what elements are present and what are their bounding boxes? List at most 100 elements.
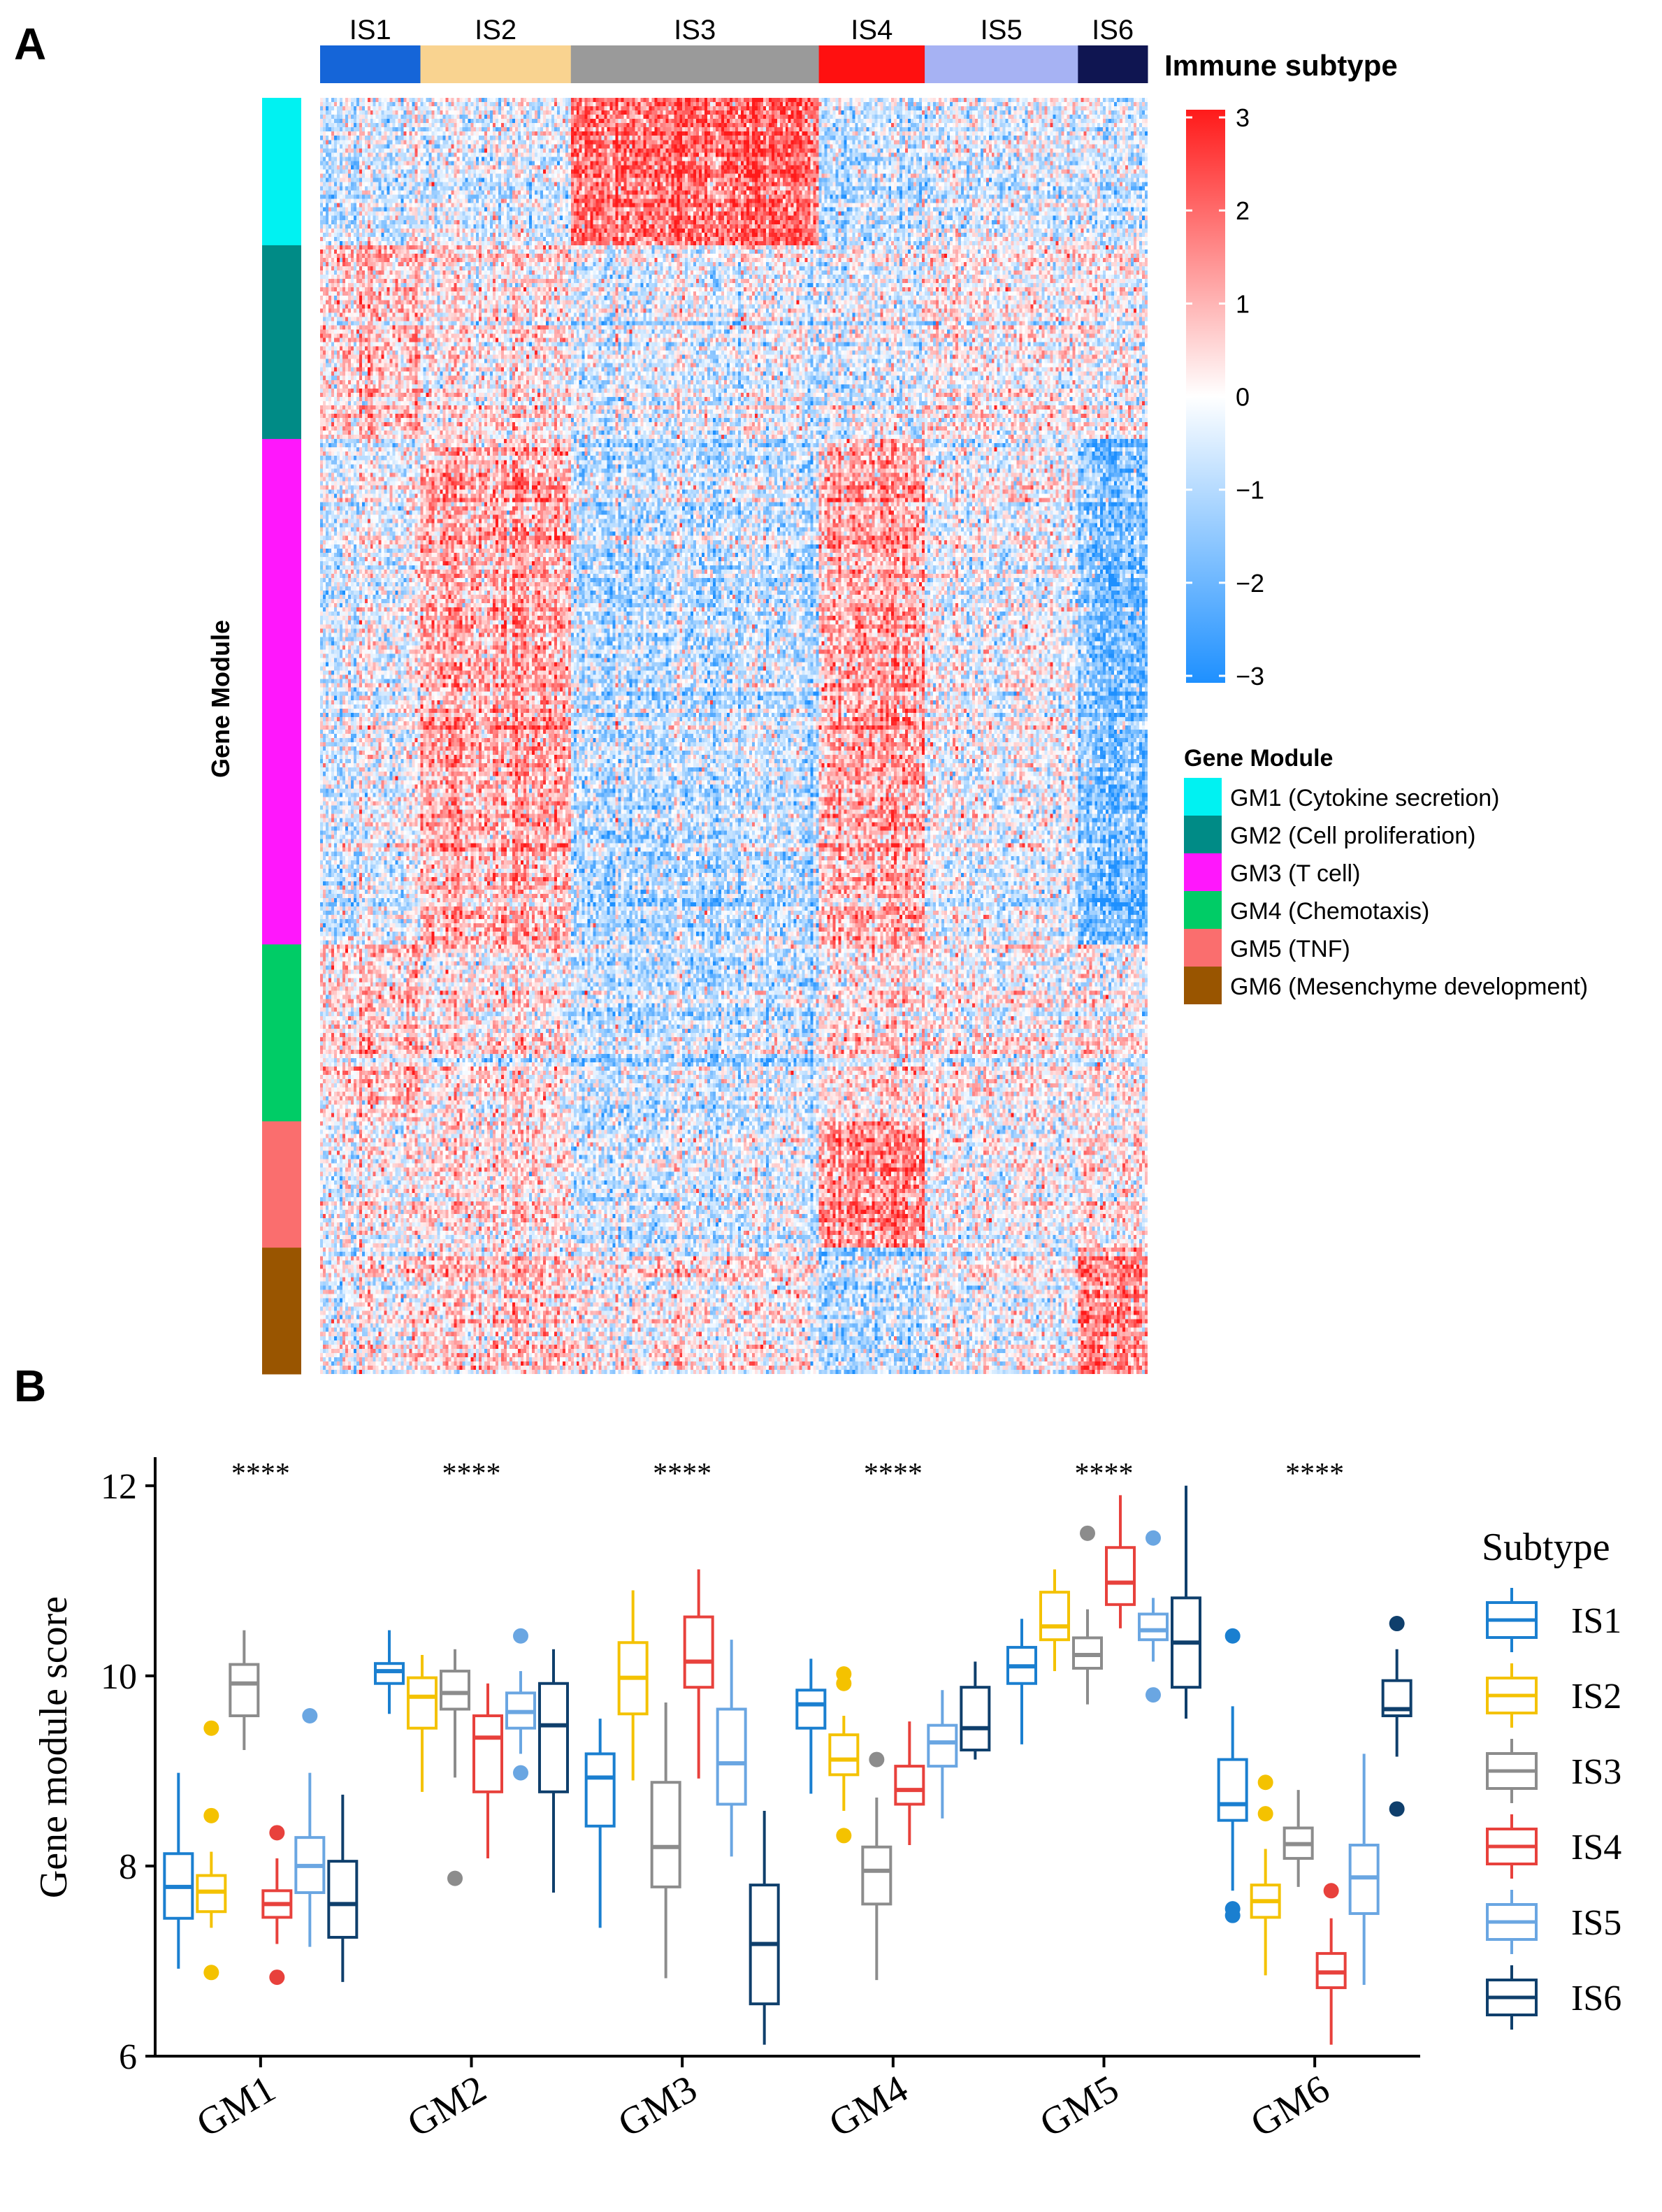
significance-label-gm3: ****	[653, 1458, 711, 1490]
series-is1	[163, 1619, 1248, 1969]
box-is1-gm3	[584, 1719, 616, 1928]
box-is5-gm5	[1138, 1530, 1169, 1703]
series-is4	[261, 1495, 1347, 2045]
color-scale-tick-label: 0	[1236, 383, 1250, 412]
outlier-point	[1257, 1774, 1273, 1791]
subtype-legend-item-is4: IS4	[1486, 1814, 1621, 1879]
color-scale-tick-label: −1	[1236, 476, 1264, 505]
panel-b-label: B	[14, 1361, 46, 1411]
y-tick-label: 12	[101, 1467, 137, 1507]
box-is5-gm3	[716, 1640, 747, 1857]
box-is2-gm1	[196, 1720, 227, 1981]
outlier-point	[269, 1969, 285, 1986]
subtype-legend-title: Subtype	[1482, 1526, 1610, 1569]
series-is3	[229, 1525, 1314, 1981]
box-is2-gm4	[828, 1666, 860, 1844]
subtype-segment-is6	[1078, 45, 1148, 83]
box-iqr	[716, 1707, 747, 1806]
module-legend-label-gm1: GM1 (Cytokine secretion)	[1230, 785, 1499, 811]
box-is1-gm5	[1006, 1619, 1037, 1744]
box-iqr	[683, 1615, 714, 1689]
box-is2-gm5	[1039, 1569, 1070, 1672]
box-iqr	[472, 1714, 503, 1793]
color-scale-tick-label: 1	[1236, 289, 1250, 318]
outlier-point	[203, 1965, 219, 1981]
box-is3-gm3	[650, 1702, 681, 1979]
box-iqr	[828, 1733, 860, 1777]
heatmap-matrix	[320, 98, 1148, 1374]
box-iqr	[1138, 1612, 1169, 1642]
color-scale-tick-label: 2	[1236, 196, 1250, 225]
box-iqr	[1105, 1546, 1136, 1606]
gene-module-bar	[262, 98, 301, 1375]
box-iqr	[538, 1682, 569, 1793]
y-tick-label: 6	[119, 2037, 137, 2077]
outlier-point	[513, 1628, 528, 1644]
box-iqr	[407, 1676, 438, 1730]
outlier-point	[1224, 1907, 1241, 1923]
outlier-point	[1257, 1806, 1273, 1822]
module-legend-swatch-gm2	[1184, 816, 1222, 853]
box-iqr	[374, 1662, 405, 1685]
subtype-label-is1: IS1	[349, 15, 391, 45]
box-is3-gm6	[1282, 1790, 1314, 1887]
box-iqr	[960, 1686, 991, 1751]
outlier-point	[203, 1720, 219, 1736]
module-segment-gm5	[262, 1121, 301, 1248]
module-legend-label-gm6: GM6 (Mesenchyme development)	[1230, 974, 1588, 1000]
subtype-legend-item-is1: IS1	[1486, 1588, 1621, 1652]
subtype-segment-is4	[818, 45, 925, 83]
outlier-point	[1080, 1525, 1095, 1541]
gene-module-legend: Gene Module GM1 (Cytokine secretion) GM2 …	[1184, 745, 1588, 1004]
outlier-point	[1146, 1530, 1161, 1546]
module-segment-gm6	[262, 1248, 301, 1375]
immune-subtype-labels: IS1 IS2 IS3 IS4 IS5 IS6	[349, 15, 1134, 45]
box-is2-gm6	[1250, 1774, 1281, 1976]
box-is3-gm1	[229, 1630, 260, 1750]
box-iqr	[650, 1781, 681, 1888]
significance-label-gm4: ****	[864, 1458, 923, 1490]
box-is1-gm6	[1217, 1628, 1248, 1923]
outlier-point	[1224, 1628, 1241, 1644]
box-is4-gm1	[261, 1825, 293, 1986]
module-legend-label-gm4: GM4 (Chemotaxis)	[1230, 898, 1429, 925]
outlier-point	[1323, 1883, 1339, 1899]
significance-label-gm1: ****	[231, 1458, 290, 1490]
module-segment-gm2	[262, 245, 301, 440]
subtype-legend-label-is5: IS5	[1571, 1903, 1621, 1943]
box-is6-gm4	[960, 1661, 991, 1760]
module-legend-swatch-gm4	[1184, 891, 1222, 929]
box-is5-gm2	[505, 1628, 536, 1781]
outlier-point	[836, 1675, 852, 1691]
panel-a-label: A	[14, 19, 46, 69]
outlier-point	[302, 1708, 318, 1724]
immune-subtype-title: Immune subtype	[1164, 49, 1398, 82]
module-legend-label-gm5: GM5 (TNF)	[1230, 936, 1350, 962]
outlier-point	[269, 1825, 285, 1841]
box-is5-gm4	[927, 1690, 958, 1819]
box-is3-gm4	[861, 1751, 893, 1981]
subtype-legend: Subtype IS1 IS2 IS3 IS4 IS5 IS6	[1482, 1526, 1621, 2030]
module-legend-label-gm3: GM3 (T cell)	[1230, 860, 1360, 887]
box-is5-gm6	[1348, 1754, 1380, 1985]
module-segment-gm3	[262, 439, 301, 945]
gene-module-legend-title: Gene Module	[1184, 745, 1333, 772]
box-iqr	[1039, 1591, 1070, 1642]
series-is2	[196, 1569, 1281, 1981]
box-is6-gm5	[1171, 1485, 1201, 1719]
box-iqr	[894, 1765, 925, 1806]
series-is6	[327, 1485, 1412, 2045]
box-is6-gm6	[1381, 1616, 1412, 1817]
immune-subtype-bar	[320, 45, 1148, 83]
box-is6-gm1	[327, 1794, 359, 1982]
y-tick-label: 10	[101, 1657, 137, 1697]
subtype-legend-item-is3: IS3	[1486, 1739, 1621, 1803]
outlier-point	[203, 1807, 219, 1823]
box-is2-gm3	[617, 1590, 649, 1781]
box-is4-gm5	[1105, 1495, 1136, 1628]
significance-labels: **** **** **** **** **** ****	[231, 1458, 1344, 1490]
box-is1-gm1	[163, 1772, 194, 1969]
box-groups	[163, 1485, 1412, 2045]
series-is5	[294, 1530, 1380, 1985]
